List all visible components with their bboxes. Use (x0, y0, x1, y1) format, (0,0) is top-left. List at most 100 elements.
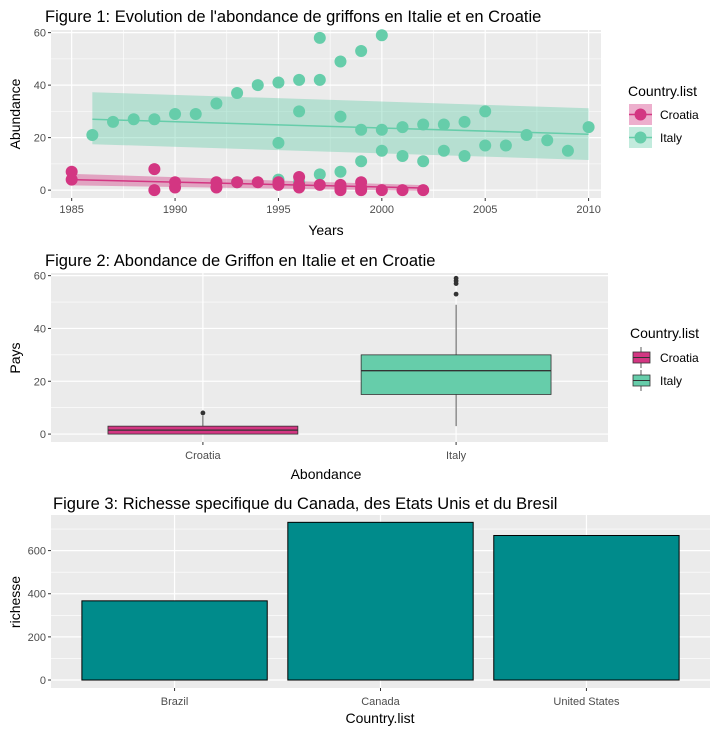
data-point-italy (272, 136, 285, 149)
legend-label-italy: Italy (660, 131, 682, 145)
data-point-italy (582, 121, 595, 134)
figure-2: Figure 2: Abondance de Griffon en Italie… (7, 252, 699, 482)
data-point-italy (375, 123, 388, 136)
figure-2-y-tick: 60 (34, 271, 46, 283)
figure-3-x-tick: Brazil (161, 696, 189, 708)
figure-3-x-axis-label: Country.list (346, 710, 415, 726)
figure-2-x-tick: Croatia (185, 450, 221, 462)
figure-2-boxplots (107, 275, 552, 435)
data-point-italy (520, 129, 533, 141)
data-point-italy (396, 150, 409, 162)
data-point-italy (375, 144, 388, 157)
data-point-croatia (417, 184, 430, 197)
data-point-italy (148, 113, 161, 126)
figure-2-x-tick: Italy (446, 450, 467, 462)
data-point-italy (417, 118, 430, 131)
figure-1-panel (51, 30, 601, 198)
data-point-italy (334, 55, 347, 68)
data-point-italy (127, 113, 140, 126)
figure-1-x-tick: 1985 (59, 204, 83, 216)
data-point-italy (355, 123, 368, 136)
figure-3: Figure 3: Richesse specifique du Canada,… (7, 495, 710, 726)
figure-1-ticks: 1985 1990 1995 2000 2005 2010 0 20 40 60 (34, 28, 601, 216)
data-point-italy (272, 76, 285, 89)
figure-3-title: Figure 3: Richesse specifique du Canada,… (53, 495, 557, 513)
figure-2-y-tick: 20 (34, 376, 46, 388)
figure-1-title: Figure 1: Evolution de l'abondance de gr… (45, 8, 541, 26)
data-point-italy (313, 31, 326, 44)
data-point-italy (293, 105, 306, 118)
figure-3-ticks: Brazil Canada United States 0 200 400 60… (28, 546, 620, 708)
data-point-italy (437, 118, 450, 131)
legend-label-croatia: Croatia (660, 351, 699, 365)
figure-2-legend: Country.list Croatia Italy (630, 325, 699, 391)
data-point-italy (541, 134, 554, 147)
figure-1: Figure 1: Evolution de l'abondance de gr… (7, 8, 699, 238)
data-point-croatia (65, 173, 78, 186)
figure-2-y-tick: 40 (34, 323, 46, 335)
figure-2-y-axis-label: Pays (7, 342, 23, 373)
figure-1-legend: Country.list Croatia Italy (628, 83, 699, 148)
bar-canada (287, 521, 474, 681)
figure-1-y-tick: 0 (40, 185, 46, 197)
figure-3-bars (81, 521, 680, 681)
data-point-italy (107, 115, 120, 128)
figure-1-y-tick: 40 (34, 80, 46, 92)
data-point-italy (334, 165, 347, 178)
data-point-italy (210, 97, 223, 110)
data-point-croatia (148, 163, 161, 176)
data-point-italy (437, 144, 450, 157)
data-point-croatia (375, 184, 388, 197)
data-point-croatia (396, 184, 409, 197)
figure-3-y-tick: 400 (28, 589, 46, 601)
data-point-croatia (355, 184, 368, 197)
data-point-croatia (334, 184, 347, 197)
figure-1-points (65, 29, 595, 197)
figure-1-x-tick: 2005 (473, 204, 497, 216)
legend-label-croatia: Croatia (660, 108, 699, 122)
data-point-italy (293, 73, 306, 86)
bar-united-states (493, 534, 680, 681)
data-point-italy (86, 129, 99, 141)
legend-label-italy: Italy (660, 374, 682, 388)
data-point-croatia (293, 181, 306, 194)
data-point-italy (313, 168, 326, 181)
data-point-italy (313, 73, 326, 86)
data-point-italy (396, 121, 409, 134)
figure-1-x-tick: 2000 (370, 204, 394, 216)
figure-1-x-tick: 2010 (576, 204, 600, 216)
figure-3-y-tick: 600 (28, 546, 46, 558)
figure-2-x-axis-label: Abondance (291, 466, 362, 482)
data-point-italy (479, 105, 492, 118)
data-point-croatia (231, 176, 244, 189)
outlier-italy (453, 291, 459, 297)
data-point-italy (375, 29, 388, 42)
data-point-italy (499, 139, 512, 152)
legend-key-point (634, 108, 647, 121)
outlier-italy (453, 275, 459, 281)
figure-3-x-tick: Canada (361, 696, 400, 708)
data-point-italy (251, 79, 264, 92)
data-point-italy (169, 108, 182, 120)
figure-2-legend-title: Country.list (630, 325, 699, 341)
figure-3-x-tick: United States (553, 696, 620, 708)
figure-2-y-tick: 0 (40, 429, 46, 441)
data-point-italy (189, 108, 202, 120)
data-point-italy (479, 139, 492, 152)
trend-line-italy (92, 118, 589, 135)
figure-3-y-tick: 200 (28, 632, 46, 644)
data-point-italy (458, 150, 471, 162)
legend-key-point (634, 131, 647, 144)
data-point-croatia (148, 184, 161, 197)
data-point-croatia (251, 176, 264, 189)
data-point-croatia (272, 176, 285, 189)
data-point-italy (334, 110, 347, 123)
data-point-italy (417, 155, 430, 168)
box-italy (360, 354, 552, 395)
data-point-italy (458, 115, 471, 128)
figure-3-y-tick: 0 (40, 675, 46, 687)
data-point-croatia (210, 181, 223, 194)
data-point-italy (231, 87, 244, 99)
figure-1-y-tick: 60 (34, 28, 46, 40)
